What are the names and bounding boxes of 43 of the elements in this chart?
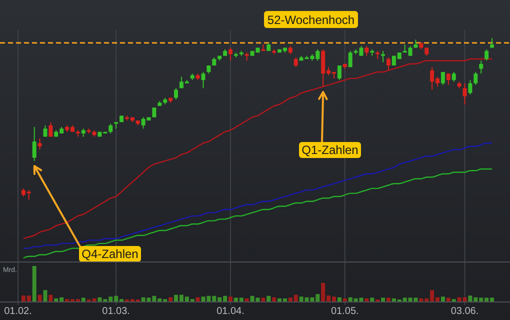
candlestick: [337, 65, 342, 81]
x-tick-label: 03.06.: [450, 306, 479, 317]
candlestick: [446, 73, 450, 86]
candlestick: [174, 88, 178, 100]
candlestick: [381, 50, 386, 63]
candlestick: [364, 46, 369, 56]
bar: [446, 298, 450, 302]
bar: [381, 298, 386, 302]
candlestick: [228, 47, 232, 62]
candlestick: [440, 71, 445, 86]
candlestick: [386, 56, 390, 71]
candlestick: [462, 82, 467, 105]
candlestick: [468, 80, 472, 96]
bar: [440, 296, 445, 302]
candlestick: [474, 71, 478, 86]
bar: [81, 298, 86, 302]
candlestick: [201, 71, 206, 89]
bar: [32, 266, 36, 302]
bar: [43, 290, 48, 302]
x-tick-label: 01.04.: [216, 306, 244, 317]
candlestick: [452, 71, 456, 82]
candlestick: [48, 122, 53, 138]
candlestick: [484, 48, 489, 62]
bar: [266, 296, 271, 302]
candlestick: [32, 126, 36, 162]
candlestick: [108, 123, 113, 134]
bar: [228, 296, 232, 302]
bar: [38, 294, 42, 302]
bar: [261, 298, 266, 302]
x-tick-label: 01.03.: [102, 306, 130, 317]
candlestick: [152, 107, 156, 118]
x-tick-label: 01.02.: [4, 306, 32, 317]
candlestick: [348, 50, 352, 68]
text: Q4-Zahlen: [82, 247, 138, 261]
ref-line-label: 52-Wochenhoch: [267, 13, 355, 27]
bar: [370, 298, 374, 302]
candlestick: [294, 56, 298, 68]
bar: [48, 294, 53, 302]
x-tick-label: 01.05.: [330, 306, 359, 317]
annotation: Q1-Zahlen: [302, 143, 358, 157]
candlestick: [479, 60, 484, 74]
candlestick: [38, 138, 42, 150]
bar: [386, 298, 390, 302]
